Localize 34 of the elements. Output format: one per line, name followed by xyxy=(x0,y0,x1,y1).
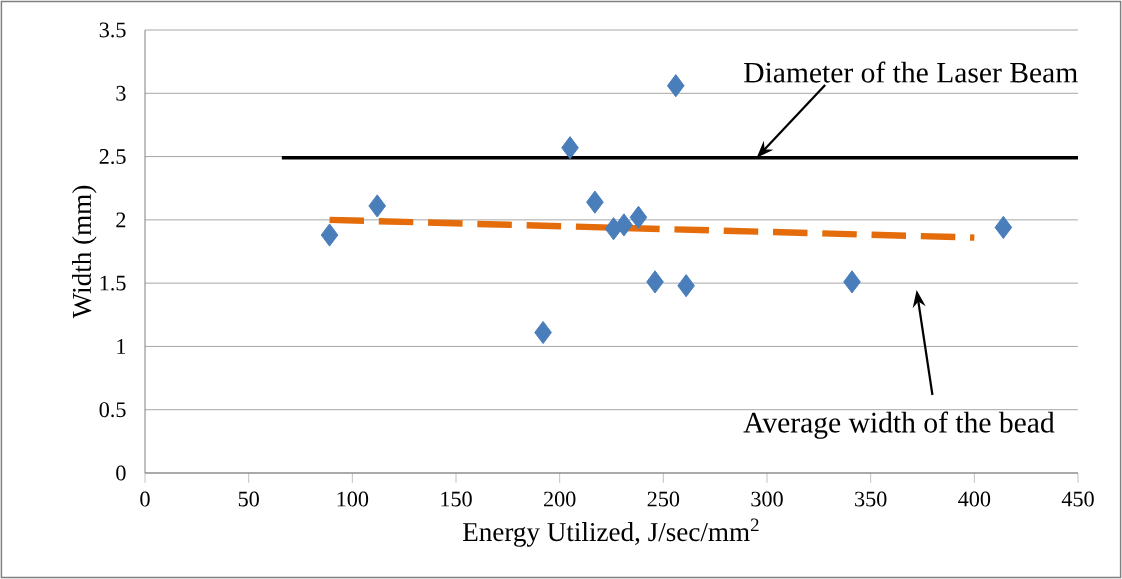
point xyxy=(629,205,648,229)
point xyxy=(994,215,1013,240)
point xyxy=(666,74,685,98)
x-tick-label: 350 xyxy=(855,491,887,507)
x-axis-title: Energy Utilized, J/sec/mm$^{2}$ xyxy=(462,518,759,547)
x-tick-label: 200 xyxy=(544,491,576,507)
x-tick-label: 150 xyxy=(441,491,472,507)
point xyxy=(646,270,664,294)
x-tick-label: 50 xyxy=(238,491,259,507)
point xyxy=(615,213,633,237)
y-tick-label: 2 xyxy=(116,212,126,228)
point xyxy=(561,136,579,160)
x-tick-label: 450 xyxy=(1061,491,1094,507)
y-tick-label: 1.5 xyxy=(100,275,126,291)
y-axis-title: Width (mm) xyxy=(72,185,97,319)
point xyxy=(368,194,387,218)
y-tick-label: 3 xyxy=(116,85,126,101)
point xyxy=(843,270,861,294)
x-tick-label: 100 xyxy=(337,491,369,507)
y-tick-label: 3.5 xyxy=(99,22,126,38)
y-tick-label: 2.5 xyxy=(99,149,126,165)
point xyxy=(586,190,604,214)
point xyxy=(677,274,695,298)
x-tick-label: 250 xyxy=(647,491,680,507)
point xyxy=(320,223,339,247)
x-tick-label: 400 xyxy=(958,491,991,507)
annotation: Diameter of the Laser Beam xyxy=(744,61,1078,83)
y-tick-label: 0 xyxy=(116,465,126,481)
x-tick-label: 300 xyxy=(751,491,783,507)
annotation: Average width of the bead xyxy=(743,411,1055,439)
y-tick-label: 1 xyxy=(117,339,126,354)
x-tick-label: 0 xyxy=(140,491,150,507)
y-tick-label: 0.5 xyxy=(99,402,126,418)
point xyxy=(534,320,552,345)
